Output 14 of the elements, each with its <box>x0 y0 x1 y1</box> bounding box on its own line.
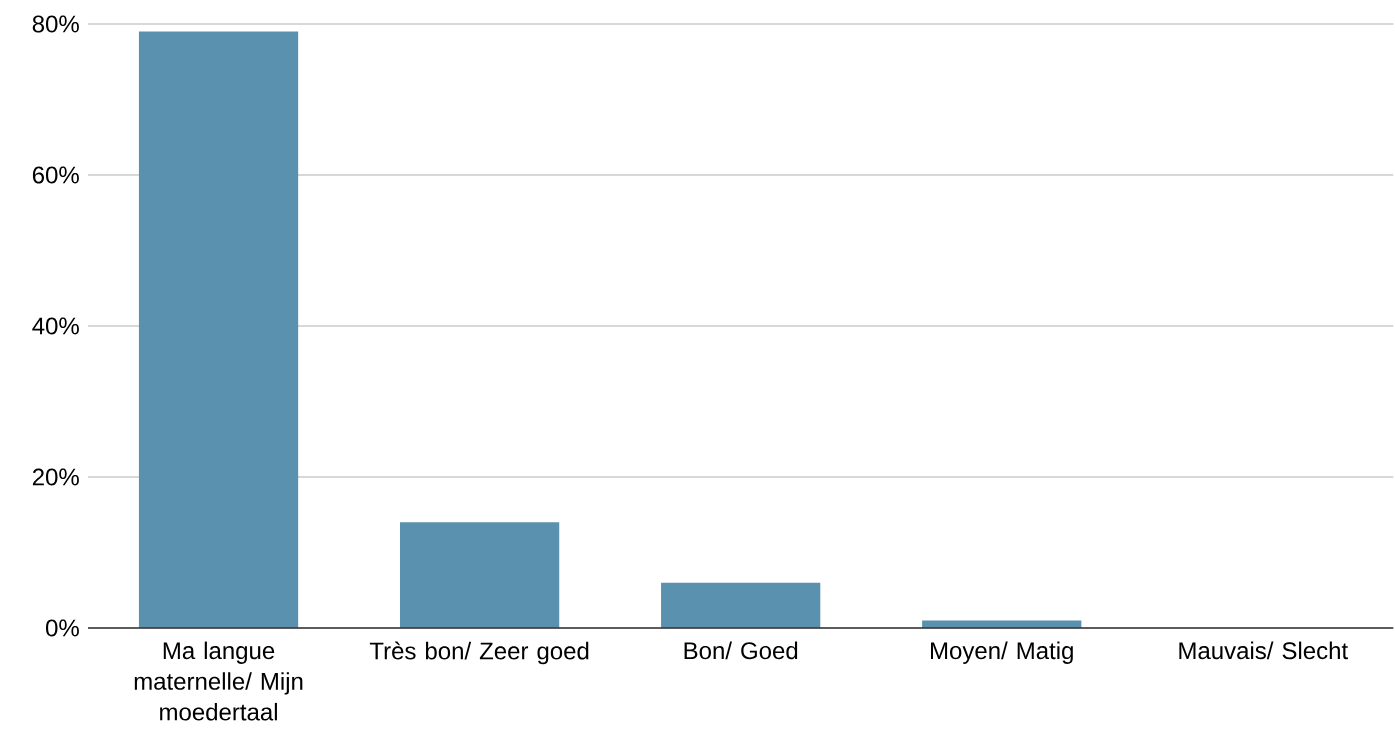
bar <box>138 31 299 628</box>
x-tick-label: Ma langue maternelle/ Mijn moedertaal <box>134 641 303 721</box>
x-tick-label: Bon/ Goed <box>684 641 798 660</box>
bar <box>922 620 1082 628</box>
bar <box>661 582 821 628</box>
y-tick-label: 20% <box>32 468 79 486</box>
x-tick-label: Moyen/ Matig <box>931 641 1073 664</box>
bar <box>399 522 560 628</box>
y-tick-label: 0% <box>46 619 79 637</box>
x-tick-label: Mauvais/ Slecht <box>1179 641 1348 660</box>
y-tick-label: 40% <box>32 317 79 335</box>
y-tick-label: 60% <box>32 166 79 184</box>
x-tick-label: Très bon/ Zeer goed <box>369 641 589 665</box>
y-tick-label: 80% <box>32 15 79 33</box>
